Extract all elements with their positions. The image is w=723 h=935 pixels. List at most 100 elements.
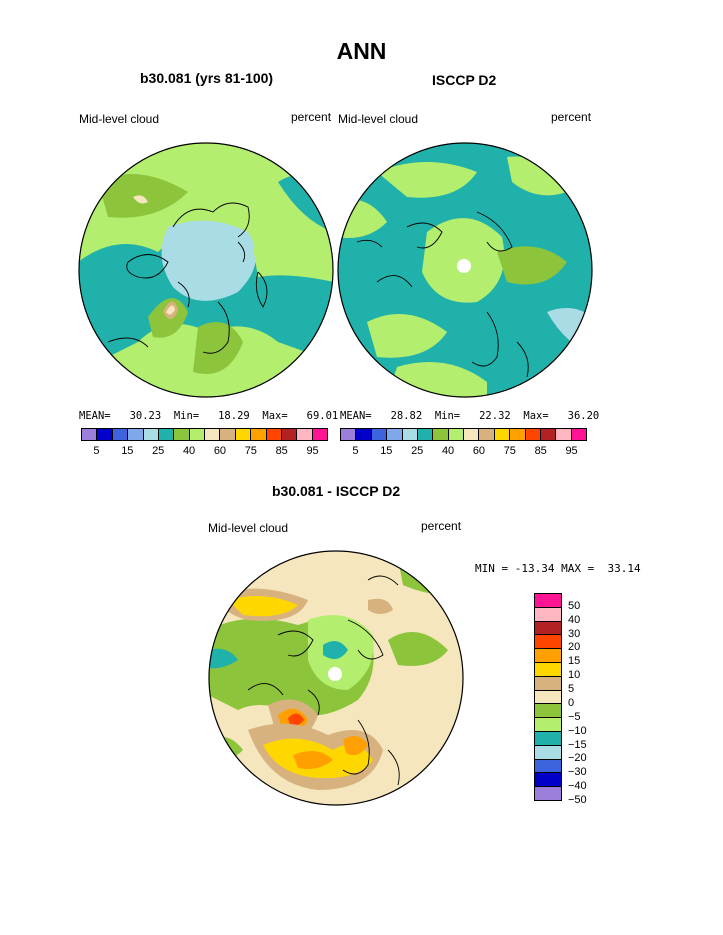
colorbar-tick-label: 40 xyxy=(182,445,196,457)
colorbar-tick-label: 60 xyxy=(472,445,486,457)
colorbar-tick-label: 25 xyxy=(152,445,165,457)
colorbar-swatch xyxy=(525,429,541,440)
diff-colorbar-swatch xyxy=(535,718,561,732)
panel-1-mean-label: MEAN= xyxy=(79,410,111,422)
diff-colorbar-swatch xyxy=(535,676,561,691)
panel-1-max-value: 69.01 xyxy=(306,410,339,422)
colorbar-tick-label: 5 xyxy=(352,445,359,457)
panel-2-stats: MEAN= 28.82 Min= 22.32 Max= 36.20 xyxy=(340,410,599,422)
diff-colorbar-swatch xyxy=(535,787,561,800)
colorbar-tick-label: 85 xyxy=(534,445,547,457)
colorbar-swatch xyxy=(82,429,98,440)
colorbar-swatch xyxy=(235,429,252,440)
panel-2-colorbar-ticks: 5 15 25 40 60 75 85 95 xyxy=(340,445,587,459)
panel-2-units-label: percent xyxy=(551,110,592,124)
colorbar-swatch xyxy=(312,429,327,440)
diff-colorbar-tick-label: −40 xyxy=(568,780,587,793)
colorbar-swatch xyxy=(479,429,495,440)
colorbar-swatch xyxy=(266,429,282,440)
panel-1-max-label: Max= xyxy=(262,410,288,422)
diff-colorbar-swatch xyxy=(535,649,561,663)
colorbar-tick-label: 5 xyxy=(93,445,100,457)
diff-colorbar-ticks: 50 40 30 20 15 10 5 0 −5 −10 −15 −20 −30 −40 −50 xyxy=(566,593,606,806)
colorbar-swatch xyxy=(97,429,113,440)
colorbar-swatch xyxy=(556,429,572,440)
colorbar-swatch xyxy=(387,429,403,440)
panel-1-colorbar-ticks: 5 15 25 40 60 75 85 95 xyxy=(81,445,328,459)
colorbar-tick-label: 95 xyxy=(306,445,319,457)
colorbar-tick-label: 60 xyxy=(213,445,227,457)
panel-1-min-value: 18.29 xyxy=(218,410,250,422)
panel-2-min-value: 22.32 xyxy=(479,410,511,422)
panel-1-polar-map xyxy=(78,142,334,398)
diff-colorbar-tick-label: 0 xyxy=(568,696,575,709)
colorbar-swatch xyxy=(143,429,159,440)
colorbar-swatch xyxy=(251,429,267,440)
colorbar-swatch xyxy=(448,429,464,440)
colorbar-swatch xyxy=(341,429,357,440)
diff-colorbar-swatch xyxy=(535,635,561,650)
colorbar-swatch xyxy=(281,429,298,440)
diff-colorbar-swatch xyxy=(535,662,561,677)
panel-1-variable-label: Mid-level cloud xyxy=(79,112,160,126)
diff-colorbar-swatch xyxy=(535,704,561,719)
diff-colorbar-tick-label: −20 xyxy=(568,752,587,765)
diff-colorbar-tick-label: −5 xyxy=(568,710,581,723)
colorbar-swatch xyxy=(417,429,434,440)
panel-1-colorbar xyxy=(81,428,328,441)
colorbar-swatch xyxy=(494,429,511,440)
main-title: ANN xyxy=(336,38,387,64)
colorbar-swatch xyxy=(571,429,586,440)
colorbar-tick-label: 15 xyxy=(121,445,134,457)
diff-colorbar-swatch xyxy=(535,731,561,746)
colorbar-swatch xyxy=(112,429,129,440)
diff-colorbar-tick-label: 5 xyxy=(568,683,575,696)
colorbar-tick-label: 15 xyxy=(380,445,393,457)
diff-colorbar-swatch xyxy=(535,621,561,636)
colorbar-tick-label: 75 xyxy=(503,445,516,457)
colorbar-swatch xyxy=(540,429,557,440)
colorbar-swatch xyxy=(464,429,480,440)
colorbar-tick-label: 95 xyxy=(565,445,578,457)
panel-2-mean-label: MEAN= xyxy=(340,410,372,422)
panel-2-mean-value: 28.82 xyxy=(390,410,423,422)
panel-1-title: b30.081 (yrs 81-100) xyxy=(140,70,274,86)
colorbar-tick-label: 25 xyxy=(411,445,424,457)
diff-colorbar-tick-label: 30 xyxy=(568,627,581,640)
diff-colorbar-swatch xyxy=(535,607,561,622)
colorbar-swatch xyxy=(205,429,221,440)
diff-colorbar xyxy=(534,593,562,801)
panel-1-stats: MEAN= 30.23 Min= 18.29 Max= 69.01 xyxy=(79,410,338,422)
diff-colorbar-tick-label: −15 xyxy=(568,738,587,751)
colorbar-swatch xyxy=(356,429,372,440)
diff-units-label: percent xyxy=(421,519,462,533)
diff-colorbar-tick-label: −50 xyxy=(568,794,587,806)
diff-panel-title: b30.081 - ISCCP D2 xyxy=(272,483,401,499)
colorbar-swatch xyxy=(297,429,313,440)
colorbar-swatch xyxy=(402,429,418,440)
panel-2-max-label: Max= xyxy=(523,410,549,422)
diff-colorbar-tick-label: 15 xyxy=(568,655,581,668)
diff-min-max: MIN = -13.34 MAX = 33.14 xyxy=(475,562,641,575)
colorbar-tick-label: 40 xyxy=(441,445,455,457)
colorbar-tick-label: 85 xyxy=(275,445,288,457)
diff-colorbar-tick-label: −10 xyxy=(568,724,587,737)
diff-colorbar-tick-label: 20 xyxy=(568,641,581,654)
panel-1-mean-value: 30.23 xyxy=(129,410,162,422)
colorbar-tick-label: 75 xyxy=(244,445,257,457)
diff-variable-label: Mid-level cloud xyxy=(208,521,289,535)
panel-2-polar-map xyxy=(337,142,593,398)
diff-colorbar-swatch xyxy=(535,759,561,774)
colorbar-swatch xyxy=(220,429,236,440)
colorbar-swatch xyxy=(371,429,388,440)
colorbar-swatch xyxy=(189,429,205,440)
diff-colorbar-swatch xyxy=(535,773,561,788)
diff-polar-map xyxy=(208,550,464,806)
colorbar-swatch xyxy=(174,429,190,440)
colorbar-swatch xyxy=(510,429,526,440)
colorbar-swatch xyxy=(158,429,175,440)
panel-2-title: ISCCP D2 xyxy=(432,72,497,88)
diff-colorbar-tick-label: 50 xyxy=(568,599,581,612)
diff-colorbar-swatch xyxy=(535,594,561,608)
panel-2-colorbar xyxy=(340,428,587,441)
